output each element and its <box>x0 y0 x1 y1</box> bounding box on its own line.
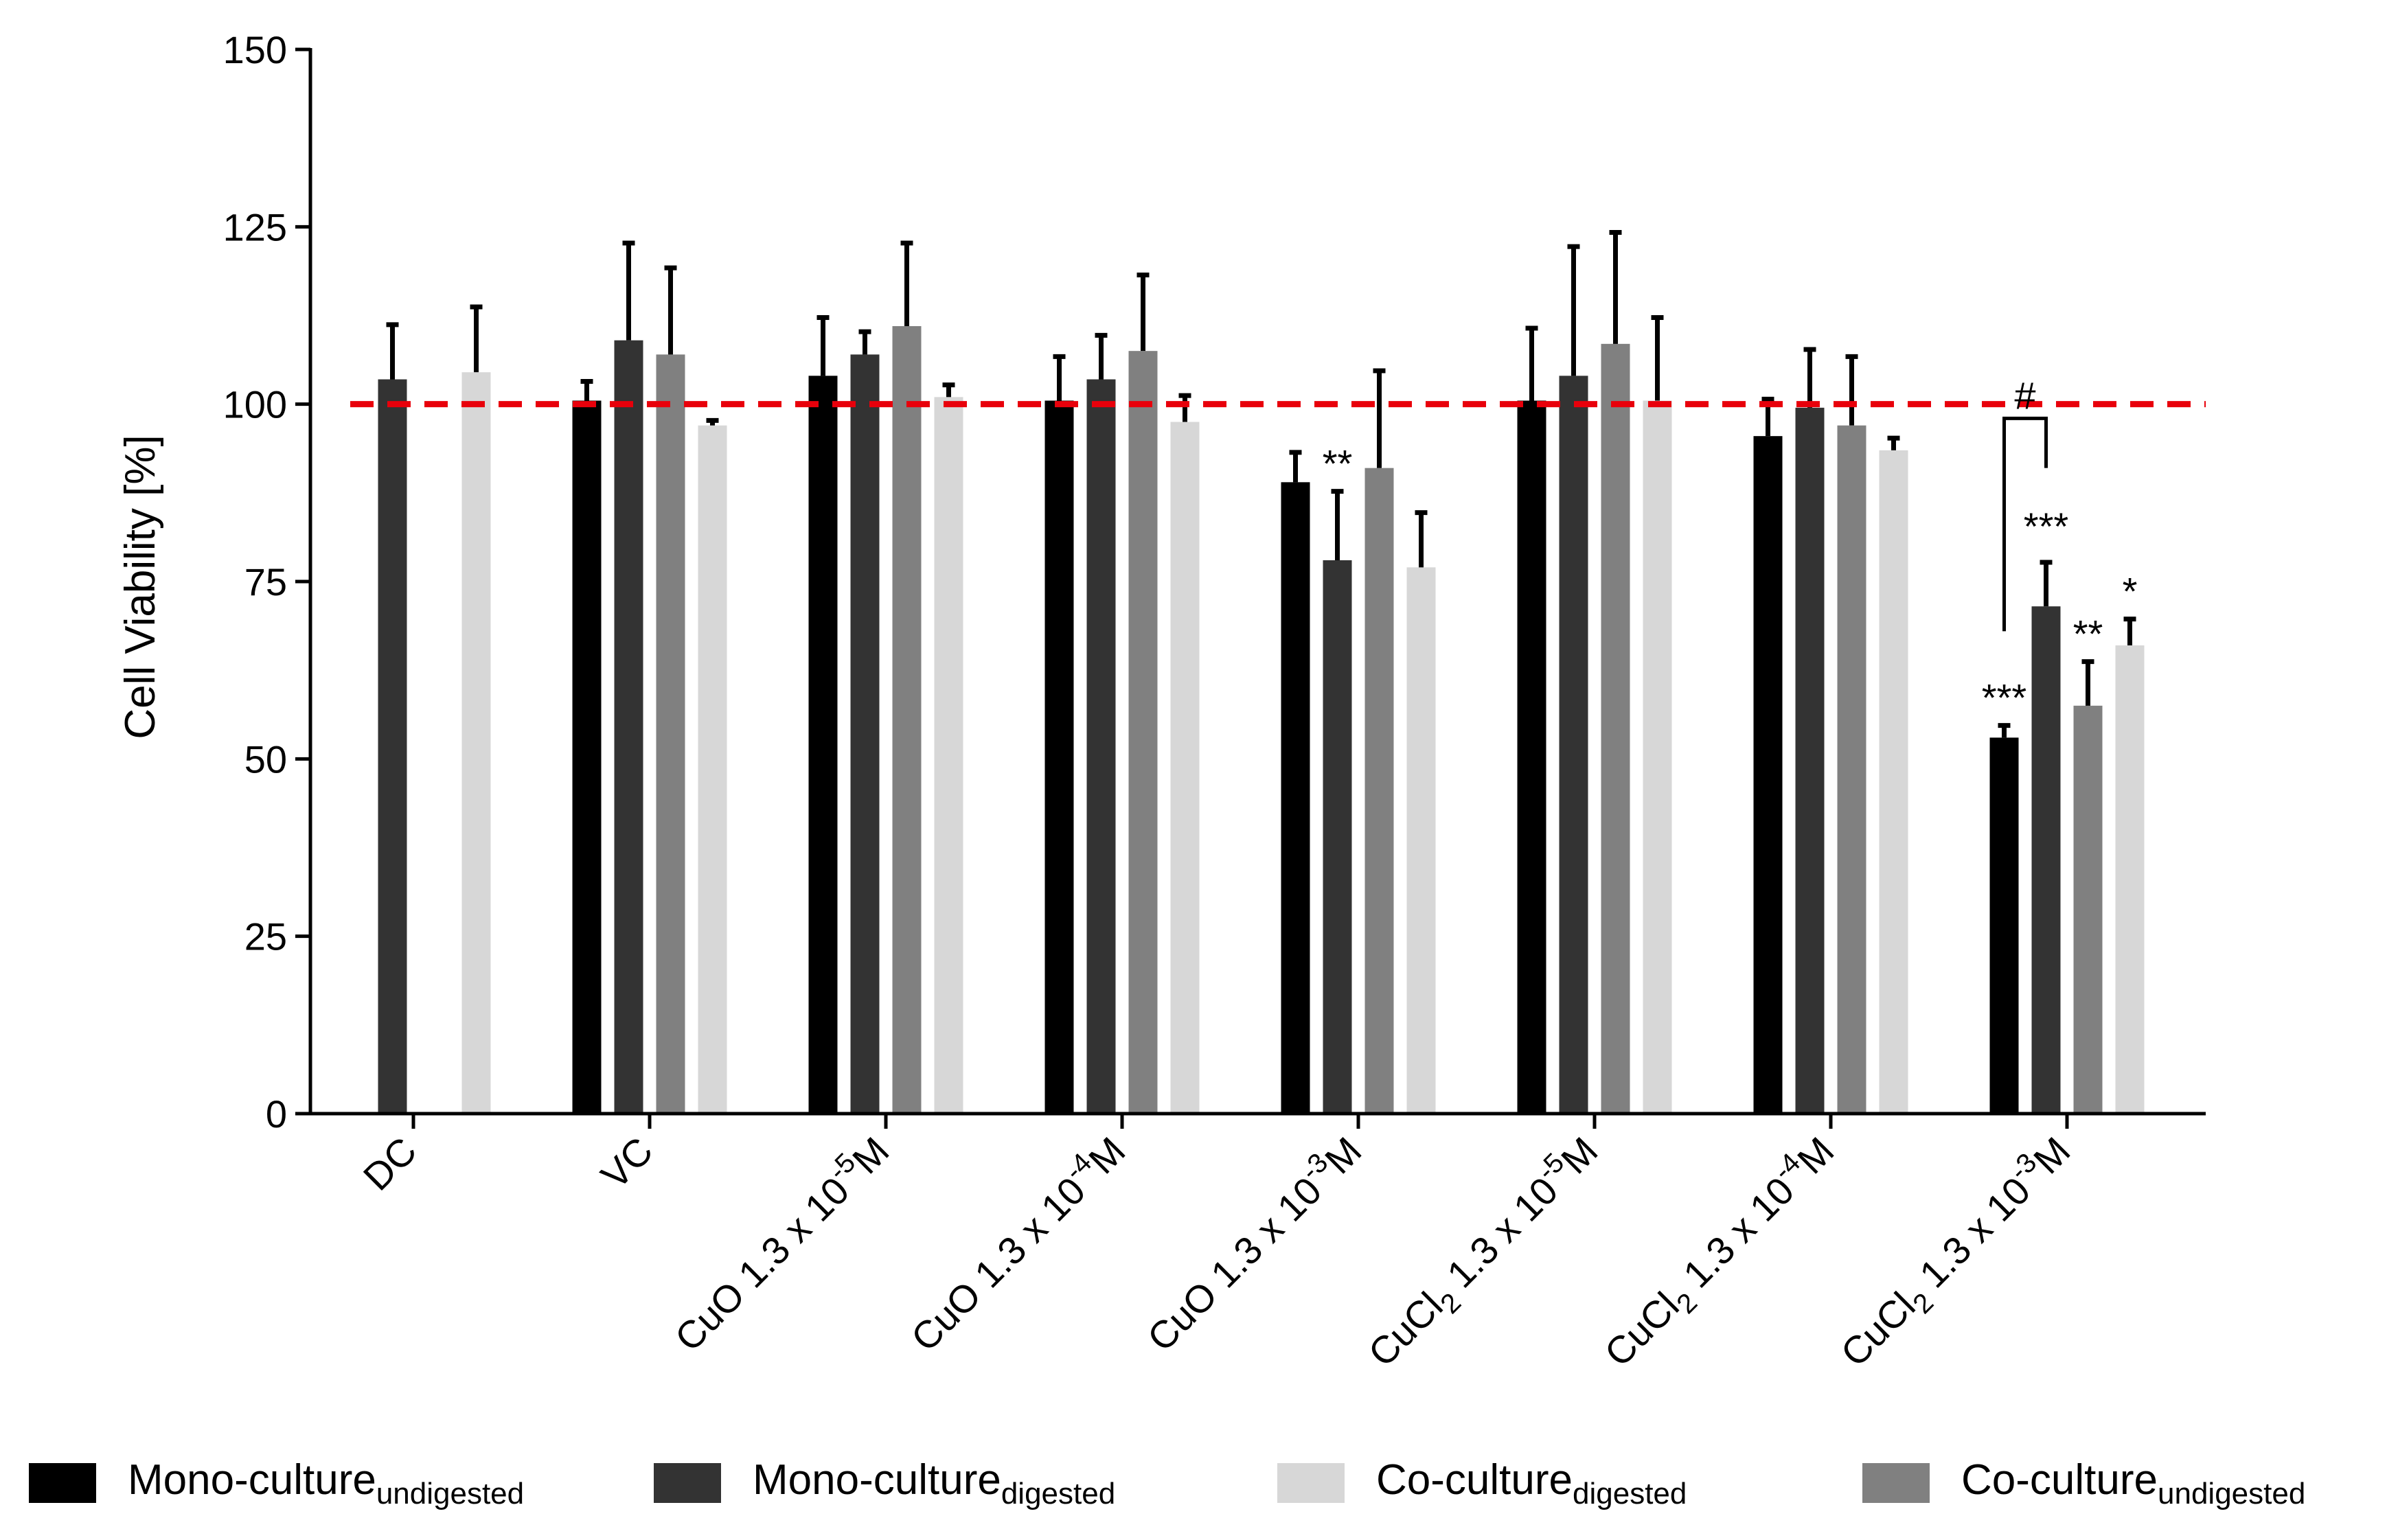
legend-label: Mono-cultureundigested <box>128 1456 525 1510</box>
x-tick-label: CuCl2 1.3 x 10-3M <box>1828 1125 2083 1380</box>
bar-digested-2 <box>850 354 880 1114</box>
legend-item-co-undigested: Co-cultureundigested <box>1862 1442 2305 1524</box>
x-tick-label: CuO 1.3 x 10-4M <box>899 1125 1134 1359</box>
significance-marker: ** <box>2073 612 2103 656</box>
y-tick-label: 100 <box>223 383 287 426</box>
legend-item-mono-undigested: Mono-cultureundigested <box>29 1442 524 1524</box>
y-tick-label: 25 <box>244 915 287 958</box>
bar-undigested-7 <box>2073 705 2103 1114</box>
x-tick-label: CuO 1.3 x 10-3M <box>1135 1125 1370 1359</box>
y-tick-label: 0 <box>266 1092 287 1136</box>
legend-item-mono-digested: Mono-culturedigested <box>654 1442 1115 1524</box>
y-tick-label: 150 <box>223 28 287 71</box>
bar-digested-0 <box>461 372 491 1114</box>
bar-digested-5 <box>1559 376 1588 1114</box>
significance-hash: # <box>2014 373 2035 417</box>
bar-undigested-6 <box>1753 436 1783 1114</box>
y-tick-label: 50 <box>244 737 287 781</box>
x-tick-label: CuO 1.3 x 10-5M <box>663 1125 898 1359</box>
significance-marker: * <box>2123 570 2138 613</box>
legend: Mono-cultureundigested Mono-culturediges… <box>0 1442 2398 1524</box>
bar-undigested-1 <box>572 400 602 1114</box>
bar-digested-6 <box>1879 450 1908 1114</box>
bar-undigested-4 <box>1364 468 1394 1114</box>
bar-undigested-5 <box>1517 400 1546 1114</box>
annotations-group: ***********# <box>1323 373 2138 719</box>
x-tick-label: CuCl2 1.3 x 10-4M <box>1592 1125 1847 1380</box>
bar-undigested-2 <box>808 376 838 1114</box>
legend-swatch <box>29 1463 96 1503</box>
bar-undigested-5 <box>1601 343 1630 1114</box>
bar-undigested-3 <box>1128 351 1158 1114</box>
bar-digested-4 <box>1406 567 1436 1114</box>
bar-digested-2 <box>934 397 963 1114</box>
bar-digested-3 <box>1170 422 1200 1114</box>
y-tick-label: 125 <box>223 205 287 249</box>
bar-undigested-7 <box>1989 737 2019 1114</box>
bar-undigested-1 <box>656 354 685 1114</box>
bar-digested-6 <box>1795 407 1825 1114</box>
legend-label: Mono-culturedigested <box>753 1456 1116 1510</box>
bars-group <box>378 326 2145 1114</box>
bar-digested-1 <box>698 425 727 1114</box>
bar-undigested-6 <box>1837 425 1866 1114</box>
bar-digested-5 <box>1643 400 1672 1114</box>
y-axis-label: Cell Viability [%] <box>117 435 164 739</box>
x-tick-label: VC <box>593 1129 661 1197</box>
legend-swatch <box>1862 1463 1930 1503</box>
error-bars-group <box>386 230 2136 738</box>
bar-digested-7 <box>2115 645 2145 1114</box>
significance-marker: *** <box>1982 676 2026 720</box>
significance-marker: *** <box>2024 505 2068 548</box>
bar-digested-0 <box>378 379 407 1114</box>
legend-label: Co-cultureundigested <box>1961 1456 2306 1510</box>
legend-label: Co-culturedigested <box>1376 1456 1687 1510</box>
bar-digested-1 <box>614 340 643 1114</box>
bar-digested-4 <box>1323 560 1352 1114</box>
significance-bracket <box>2002 416 2048 632</box>
bar-undigested-4 <box>1281 482 1310 1114</box>
bar-digested-7 <box>2031 606 2061 1114</box>
legend-item-co-digested: Co-culturedigested <box>1277 1442 1687 1524</box>
bar-undigested-3 <box>1044 400 1074 1114</box>
legend-swatch <box>1277 1463 1345 1503</box>
bar-digested-3 <box>1086 379 1116 1114</box>
x-tick-label: DC <box>355 1129 425 1199</box>
x-tick-label: CuCl2 1.3 x 10-5M <box>1356 1125 1611 1380</box>
legend-swatch <box>654 1463 721 1503</box>
significance-marker: ** <box>1323 442 1353 485</box>
bar-undigested-2 <box>892 326 922 1114</box>
y-tick-label: 75 <box>244 560 287 604</box>
